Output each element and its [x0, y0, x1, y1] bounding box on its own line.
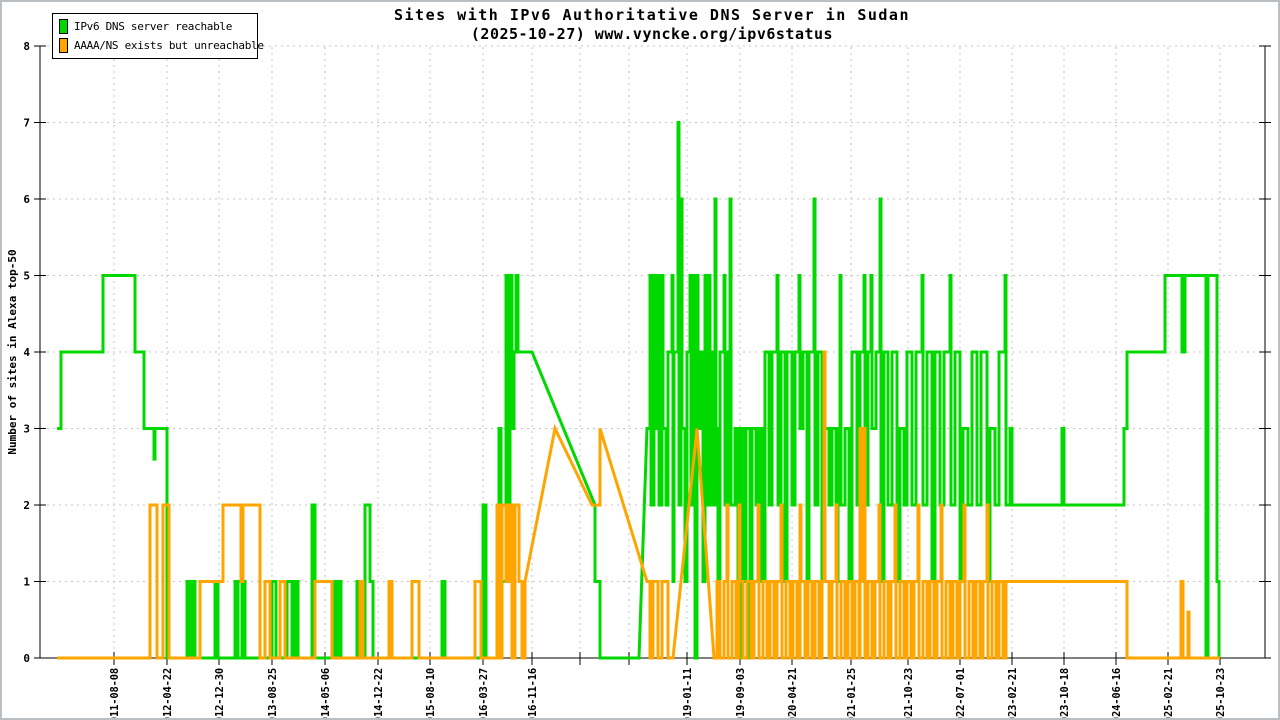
series-aaaa-unreachable-line [57, 350, 1220, 660]
series-ipv6-reachable-line [57, 121, 1221, 660]
y-tick-label: 4 [23, 346, 30, 359]
x-tick-label: 2019-01-11 [682, 668, 694, 720]
x-tick-label: 2014-05-06 [320, 668, 332, 720]
x-tick-label: 2012-12-30 [214, 668, 226, 720]
y-tick-label: 8 [23, 40, 30, 53]
chart-subtitle: (2025-10-27) www.vyncke.org/ipv6status [470, 25, 834, 43]
y-tick-label: 0 [23, 652, 30, 665]
x-tick-label: 2025-10-23 [1215, 668, 1227, 720]
x-tick-label: 2021-10-23 [903, 668, 915, 720]
y-tick-label: 1 [23, 576, 30, 589]
y-tick-label: 3 [23, 423, 30, 436]
x-tick-label: 2013-08-25 [267, 668, 279, 720]
x-tick-label: 2011-08-08 [109, 668, 121, 720]
y-tick-label: 5 [23, 270, 30, 283]
x-tick-label: 2016-11-16 [527, 668, 539, 720]
legend: IPv6 DNS server reachable AAAA/NS exists… [52, 13, 264, 59]
x-tick-label: 2023-02-21 [1007, 668, 1019, 720]
legend-label-reachable: IPv6 DNS server reachable [74, 20, 233, 33]
y-tick-label: 7 [23, 117, 30, 130]
x-tick-label: 2016-03-27 [478, 668, 490, 720]
x-tick-label: 2015-08-10 [425, 668, 437, 720]
x-tick-label: 2023-10-18 [1059, 668, 1071, 720]
y-tick-label: 6 [23, 193, 30, 206]
x-tick-label: 2012-04-22 [162, 668, 174, 720]
x-tick-label: 2014-12-22 [373, 668, 385, 720]
x-tick-label: 2024-06-16 [1111, 668, 1123, 720]
y-axis-title: Number of sites in Alexa top-50 [6, 249, 19, 454]
legend-item-unreachable: AAAA/NS exists but unreachable [59, 36, 264, 55]
legend-item-reachable: IPv6 DNS server reachable [59, 17, 257, 36]
legend-swatch-green [59, 19, 68, 34]
x-tick-label: 2020-04-21 [787, 668, 799, 720]
x-tick-label: 2022-07-01 [955, 668, 967, 720]
legend-swatch-orange [59, 38, 68, 53]
x-tick-label: 2025-02-21 [1163, 668, 1175, 720]
chart-title: Sites with IPv6 Authoritative DNS Server… [393, 6, 910, 24]
x-tick-label: 2019-09-03 [735, 668, 747, 720]
y-tick-label: 2 [23, 499, 30, 512]
x-tick-label: 2021-01-25 [846, 668, 858, 720]
legend-label-unreachable: AAAA/NS exists but unreachable [74, 39, 264, 52]
